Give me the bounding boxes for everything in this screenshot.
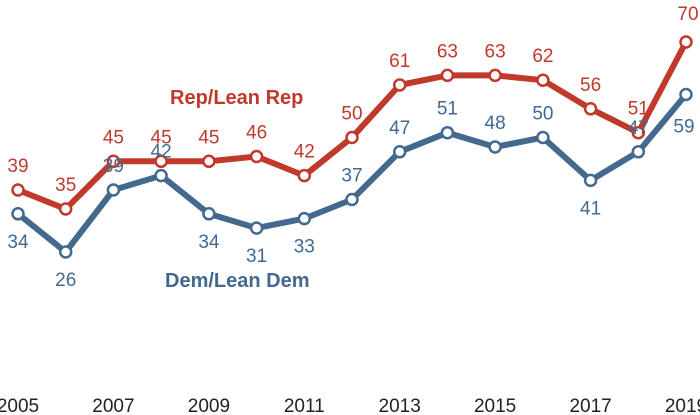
point-dem-2005 <box>11 207 25 221</box>
data-label-dem-2009: 34 <box>198 232 220 253</box>
point-dem-2015 <box>488 140 502 154</box>
point-dem-2017 <box>583 173 598 188</box>
point-rep-2017 <box>583 102 598 116</box>
data-label-dem-2019: 59 <box>673 117 694 138</box>
data-label-dem-2018: 47 <box>628 118 649 139</box>
data-label-dem-2010: 31 <box>246 246 267 267</box>
point-dem-2007 <box>106 183 121 197</box>
data-label-dem-2015: 48 <box>485 113 506 134</box>
point-dem-2013 <box>392 145 407 159</box>
point-rep-2009 <box>202 154 216 169</box>
data-label-dem-2006: 26 <box>55 270 76 291</box>
x-tick-2015: 2015 <box>474 396 516 415</box>
data-label-rep-2011: 42 <box>294 142 315 163</box>
point-rep-2015 <box>488 68 502 83</box>
data-label-rep-2007: 45 <box>103 127 124 148</box>
point-dem-2010 <box>249 221 264 235</box>
point-dem-2018 <box>631 145 646 159</box>
series-layer <box>11 35 693 259</box>
data-label-rep-2013: 61 <box>389 51 410 72</box>
legend-dem-lean-dem: Dem/Lean Dem <box>165 270 310 292</box>
data-label-dem-2013: 47 <box>389 118 410 139</box>
point-rep-2005 <box>11 183 25 197</box>
data-label-rep-2019: 70 <box>677 4 698 25</box>
point-rep-2016 <box>536 73 550 87</box>
x-tick-2019: 2019 <box>665 396 700 415</box>
data-label-rep-2012: 50 <box>341 104 362 125</box>
data-label-rep-2017: 56 <box>580 75 601 96</box>
point-dem-2011 <box>297 211 312 226</box>
point-rep-2018 <box>631 125 646 140</box>
data-label-dem-2012: 37 <box>341 166 362 187</box>
point-rep-2006 <box>58 202 73 216</box>
data-label-layer: 39 35 45 45 45 46 42 50 61 63 63 62 56 51 70 34 26 39 42 34… <box>7 4 698 291</box>
point-rep-2010 <box>249 149 264 164</box>
data-label-dem-2011: 33 <box>294 237 315 258</box>
data-label-rep-2018: 51 <box>628 99 649 120</box>
x-tick-2007: 2007 <box>92 396 134 415</box>
data-label-rep-2014: 63 <box>437 41 458 62</box>
x-tick-2011: 2011 <box>284 396 325 415</box>
x-tick-2013: 2013 <box>379 396 421 415</box>
point-rep-2014 <box>440 68 455 83</box>
data-label-dem-2005: 34 <box>7 232 29 253</box>
x-tick-2009: 2009 <box>188 396 230 415</box>
point-dem-2016 <box>536 130 550 145</box>
x-axis: 2005 2007 2009 2011 2013 2015 2017 2019 <box>0 396 700 415</box>
legend-rep-lean-rep: Rep/Lean Rep <box>170 87 303 109</box>
data-label-dem-2007: 39 <box>103 156 124 177</box>
data-label-rep-2008: 45 <box>151 127 172 148</box>
point-rep-2011 <box>297 168 312 183</box>
point-rep-2012 <box>345 130 359 145</box>
data-label-dem-2016: 50 <box>532 104 553 125</box>
data-label-dem-2014: 51 <box>437 99 458 120</box>
point-dem-2019 <box>679 87 693 102</box>
data-label-dem-2017: 41 <box>580 198 601 219</box>
point-rep-2008 <box>154 154 168 169</box>
point-dem-2012 <box>345 192 359 207</box>
data-label-rep-2010: 46 <box>246 123 267 144</box>
data-label-rep-2006: 35 <box>55 175 76 196</box>
x-tick-2017: 2017 <box>569 396 611 415</box>
point-dem-2009 <box>202 207 216 221</box>
point-rep-2013 <box>392 78 407 92</box>
point-dem-2014 <box>440 125 455 140</box>
data-label-rep-2005: 39 <box>7 156 28 177</box>
data-label-dem-2008: 42 <box>151 142 172 163</box>
x-tick-2005: 2005 <box>0 396 39 415</box>
data-label-rep-2015: 63 <box>485 41 506 62</box>
point-rep-2019 <box>679 35 693 49</box>
point-dem-2006 <box>58 245 73 259</box>
data-label-rep-2009: 45 <box>198 127 219 148</box>
data-label-rep-2016: 62 <box>532 46 553 67</box>
point-rep-2007 <box>106 154 121 169</box>
point-dem-2008 <box>154 168 168 183</box>
